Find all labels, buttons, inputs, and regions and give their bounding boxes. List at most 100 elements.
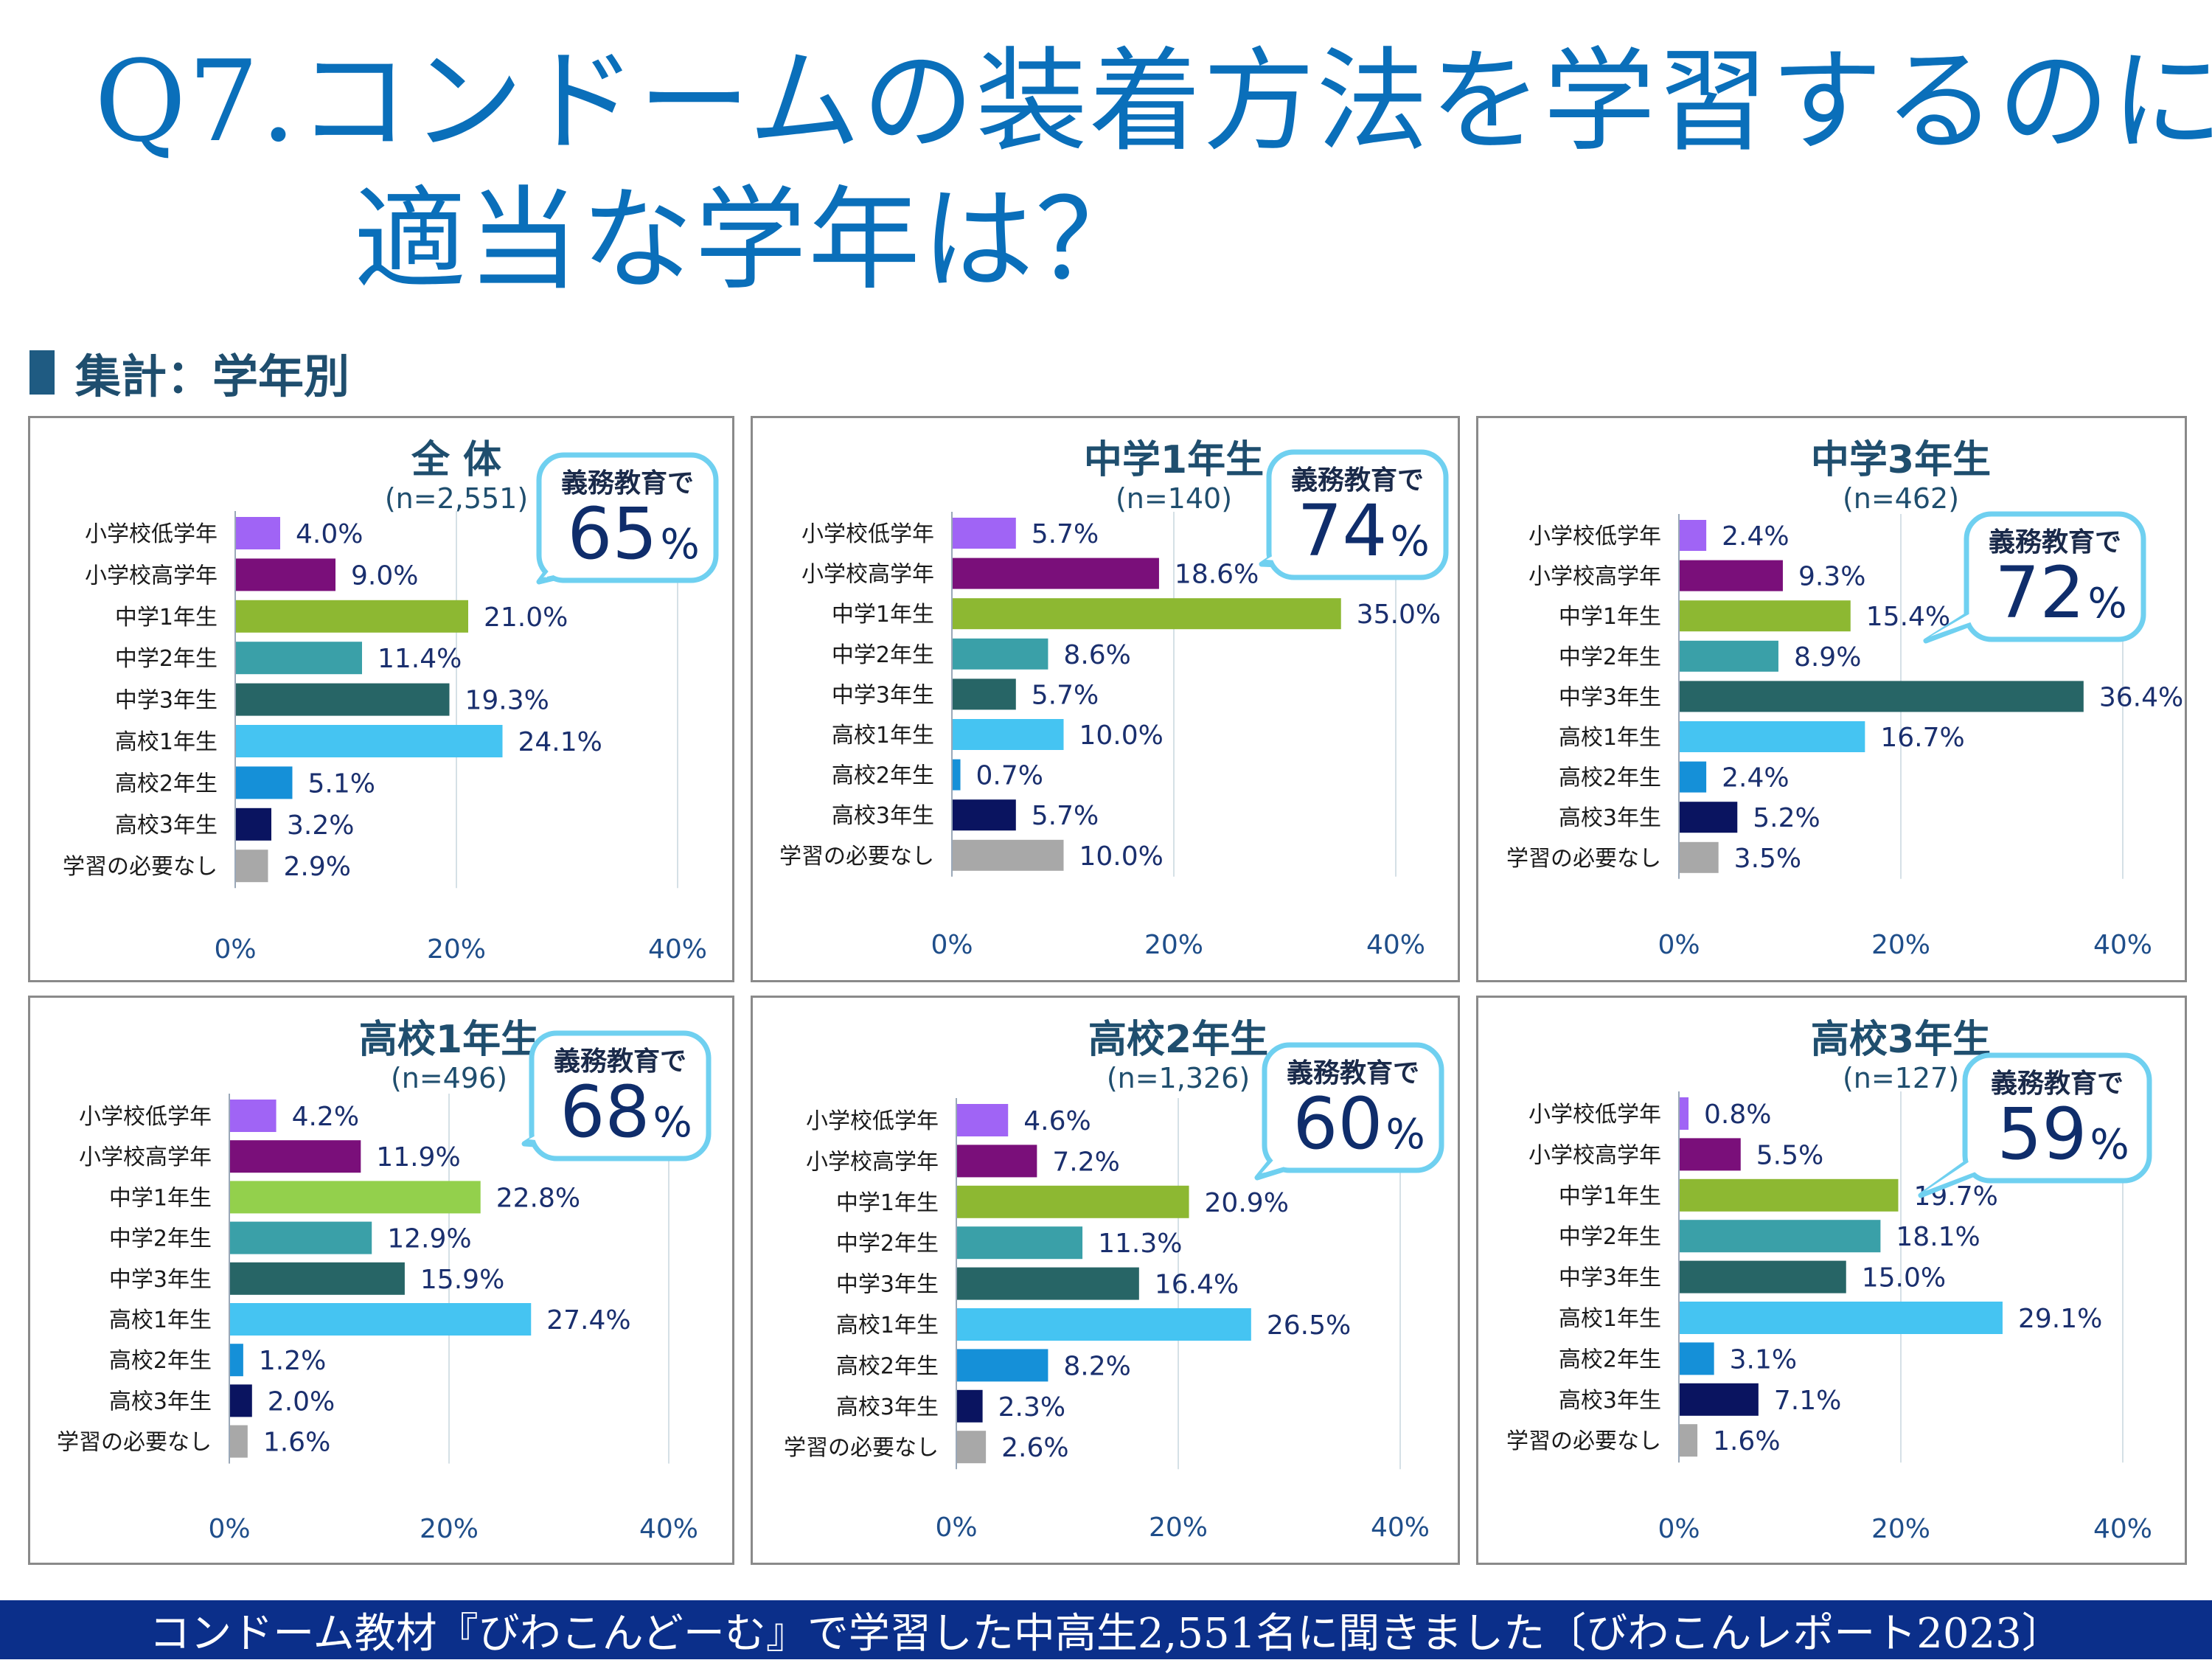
bar — [1680, 1424, 1698, 1457]
bar — [953, 518, 1016, 549]
category-label: 小学校低学年 — [1528, 524, 1661, 549]
bar — [1680, 560, 1783, 591]
chart-svg: 全 体(n=2,551) 0% 20% 40% 小学校低学年 4.0% 小学校高学年 9.0%… — [63, 438, 719, 965]
value-label: 0.8% — [1704, 1100, 1771, 1130]
bar — [957, 1104, 1009, 1136]
chart-panel-hs3: 高校3年生 (n=127) 0% 20% 40% 小学校低学年 0.8% 小学校高学年 5.5%… — [1476, 996, 2187, 1565]
category-label: 高校1年生 — [1559, 1306, 1661, 1332]
value-label: 5.7% — [1032, 680, 1099, 710]
chart-panel-all: 全 体 (n=2,551) 0% 20% 40% 小学校低学年 4.0% 小学校高学年 9.0%… — [28, 416, 734, 982]
bar — [236, 517, 280, 549]
footer-text: コンドーム教材『びわこんどーむ』で学習した中高生2,551名に聞きました〔びわこ… — [149, 1609, 2063, 1658]
chart-panel-hs2: 高校2年生 (n=1,326) 0% 20% 40% 小学校低学年 4.6% 小学校高学年 7.… — [751, 996, 1460, 1565]
value-label: 5.1% — [308, 768, 375, 799]
x-tick-label: 0% — [208, 1514, 250, 1544]
chart-svg: 中学1年生(n=140)0% 20% 40%小学校低学年 5.7%小学校高学年 18.6… — [779, 438, 1449, 960]
bar — [1680, 802, 1738, 833]
bar — [230, 1100, 276, 1132]
chart-title: 高校2年生 — [1088, 1018, 1268, 1062]
value-label: 4.6% — [1023, 1106, 1091, 1136]
value-label: 9.3% — [1798, 562, 1865, 592]
bar — [236, 725, 503, 757]
value-label: 35.0% — [1357, 600, 1441, 630]
bar — [957, 1145, 1037, 1178]
bar — [230, 1140, 361, 1173]
chart-subtitle: (n=127) — [1843, 1062, 1959, 1094]
category-label: 高校1年生 — [836, 1313, 939, 1338]
category-label: 高校1年生 — [109, 1307, 212, 1333]
bar — [953, 638, 1048, 670]
bar — [953, 759, 961, 791]
callout-label: 義務教育で — [1291, 465, 1424, 496]
section-marker — [29, 350, 55, 395]
bar — [1680, 761, 1707, 793]
value-label: 3.5% — [1734, 844, 1801, 874]
chart-panel-jhs1: 中学1年生 (n=140) 0% 20% 40% 小学校低学年 5.7% 小学校高学年 18.6… — [751, 416, 1460, 982]
bar — [230, 1303, 532, 1336]
page-title-line2: 適当な学年は？ — [354, 175, 1149, 305]
category-label: 高校3年生 — [836, 1395, 939, 1420]
x-tick-label: 40% — [648, 934, 707, 965]
value-label: 3.1% — [1730, 1344, 1797, 1375]
value-label: 5.2% — [1753, 803, 1820, 833]
value-label: 2.4% — [1722, 521, 1789, 552]
chart-subtitle: (n=1,326) — [1107, 1062, 1250, 1094]
x-tick-label: 0% — [931, 930, 973, 960]
bar — [230, 1384, 252, 1417]
x-tick-label: 40% — [1371, 1513, 1430, 1543]
category-label: 小学校高学年 — [1528, 1142, 1661, 1168]
bar — [1680, 1342, 1714, 1375]
bar — [1680, 681, 2084, 712]
callout-label: 義務教育で — [561, 468, 694, 499]
bar — [230, 1221, 372, 1254]
x-tick-label: 20% — [427, 934, 486, 965]
category-label: 小学校高学年 — [806, 1149, 939, 1175]
x-tick-label: 40% — [2093, 930, 2152, 960]
category-label: 中学3年生 — [836, 1272, 939, 1298]
value-label: 29.1% — [2018, 1304, 2102, 1334]
category-label: 学習の必要なし — [57, 1430, 212, 1456]
x-tick-label: 20% — [1144, 930, 1203, 960]
x-tick-label: 0% — [1658, 1514, 1700, 1544]
category-label: 小学校低学年 — [801, 521, 934, 547]
value-label: 15.4% — [1866, 602, 1950, 632]
chart-subtitle: (n=140) — [1116, 482, 1232, 515]
bar — [1680, 520, 1707, 551]
x-tick-label: 0% — [935, 1513, 977, 1543]
value-label: 0.7% — [976, 761, 1043, 791]
callout-value: 68% — [560, 1071, 692, 1153]
value-label: 18.1% — [1896, 1222, 1980, 1252]
callout-value: 65% — [567, 493, 699, 575]
category-label: 中学2年生 — [115, 646, 218, 672]
bar — [1680, 1097, 1689, 1130]
page-title-line1: Q7.コンドームの装着方法を学習するのに — [94, 36, 2212, 167]
value-label: 1.6% — [263, 1428, 330, 1458]
bar — [1680, 1178, 1899, 1212]
category-label: 高校3年生 — [109, 1389, 212, 1414]
x-tick-label: 20% — [420, 1514, 479, 1544]
chart-svg: 高校2年生(n=1,326)0% 20% 40%小学校低学年 4.6%小学校高学年 7.… — [784, 1018, 1444, 1543]
category-label: 小学校高学年 — [801, 562, 934, 588]
category-label: 中学1年生 — [1559, 604, 1661, 630]
value-label: 5.7% — [1032, 519, 1099, 549]
category-label: 高校3年生 — [832, 803, 934, 829]
value-label: 16.7% — [1880, 723, 1964, 753]
value-label: 27.4% — [546, 1305, 630, 1336]
chart-subtitle: (n=462) — [1843, 482, 1959, 515]
category-label: 高校3年生 — [115, 813, 218, 838]
category-label: 高校2年生 — [836, 1353, 939, 1379]
value-label: 2.4% — [1722, 763, 1789, 793]
value-label: 16.4% — [1155, 1270, 1239, 1300]
category-label: 中学2年生 — [109, 1226, 212, 1252]
category-label: 中学2年生 — [1559, 645, 1661, 670]
category-label: 中学1年生 — [832, 602, 934, 628]
value-label: 15.9% — [420, 1265, 504, 1295]
bar — [236, 600, 468, 633]
chart-title: 高校3年生 — [1811, 1018, 1991, 1062]
value-label: 3.2% — [287, 810, 354, 841]
category-label: 中学3年生 — [1559, 1265, 1661, 1291]
bar — [953, 799, 1016, 831]
